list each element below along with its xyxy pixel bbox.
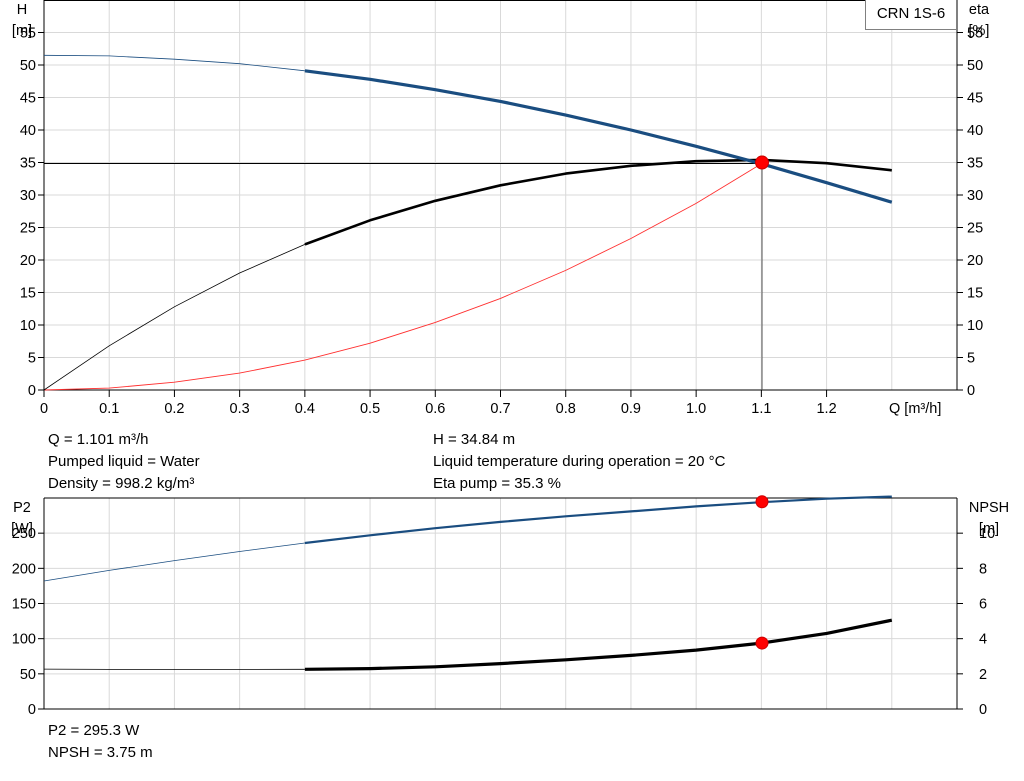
efficiency-curve-bold <box>304 158 892 246</box>
top-right-tick-label: 15 <box>967 286 983 302</box>
x-tick-label: 0.2 <box>164 401 184 417</box>
bottom-right-tick-label: 8 <box>979 561 987 577</box>
x-axis-label: Q [m³/h] <box>889 401 941 417</box>
top-left-tick-label: 10 <box>20 318 36 334</box>
top-right-tick-label: 55 <box>967 26 983 42</box>
x-tick-label: 1.0 <box>686 401 706 417</box>
top-right-tick-label: 10 <box>967 318 983 334</box>
top-left-tick-label: 25 <box>20 221 36 237</box>
bottom-left-tick-label: 50 <box>20 667 36 683</box>
head-value: H = 34.84 m <box>433 431 516 448</box>
p2-value: P2 = 295.3 W <box>48 722 140 739</box>
x-tick-label: 0.7 <box>490 401 510 417</box>
top-plot-grid <box>44 0 957 390</box>
x-tick-label: 0.4 <box>295 401 315 417</box>
x-tick-label: 0 <box>40 401 48 417</box>
npsh-operating-point-marker <box>755 636 769 650</box>
top-left-tick-label: 5 <box>28 351 36 367</box>
top-right-tick-label: 35 <box>967 156 983 172</box>
top-left-tick-label: 30 <box>20 188 36 204</box>
top-left-tick-label: 15 <box>20 286 36 302</box>
bottom-right-tick-label: 2 <box>979 667 987 683</box>
top-left-tick-label: 40 <box>20 123 36 139</box>
x-tick-label: 1.2 <box>816 401 836 417</box>
x-tick-label: 1.1 <box>751 401 771 417</box>
top-left-axis-label-line2: [m] <box>12 23 32 39</box>
p2-curve-thin <box>43 542 305 582</box>
bottom-plot-ticks: 0 50 100 150 200 250 0 2 4 6 8 10 <box>12 526 995 718</box>
duty-point-right: H = 34.84 m Liquid temperature during op… <box>433 429 725 495</box>
bottom-left-tick-label: 250 <box>12 526 36 542</box>
head-curve-bold <box>304 69 893 204</box>
efficiency-curve-thin <box>43 244 306 391</box>
top-left-axis-label-line1: H <box>17 2 27 18</box>
bottom-right-tick-label: 4 <box>979 632 987 648</box>
top-right-tick-label: 50 <box>967 58 983 74</box>
bottom-left-axis-label-line2: [W] <box>11 521 33 537</box>
bottom-left-tick-label: 200 <box>12 561 36 577</box>
top-plot-curves <box>43 54 893 391</box>
top-left-tick-label: 35 <box>20 156 36 172</box>
top-left-tick-label: 0 <box>28 383 36 399</box>
bottom-right-axis-label-line1: NPSH <box>969 500 1009 516</box>
top-right-tick-label: 30 <box>967 188 983 204</box>
x-tick-label: 0.6 <box>425 401 445 417</box>
npsh-curve-bold <box>304 618 893 671</box>
x-tick-label: 0.1 <box>99 401 119 417</box>
bottom-right-tick-label: 0 <box>979 702 987 718</box>
pumped-liquid: Pumped liquid = Water <box>48 453 200 470</box>
top-right-tick-label: 40 <box>967 123 983 139</box>
bottom-right-tick-label: 6 <box>979 597 987 613</box>
head-curve-thin <box>43 54 305 72</box>
top-right-tick-label: 5 <box>967 351 975 367</box>
p2-curve-bold <box>304 495 892 545</box>
bottom-left-tick-label: 0 <box>28 702 36 718</box>
pump-model-badge: CRN 1S-6 <box>865 0 957 30</box>
top-right-tick-label: 20 <box>967 253 983 269</box>
bottom-right-axis-label-line2: [m] <box>979 521 999 537</box>
x-tick-label: 0.8 <box>556 401 576 417</box>
top-right-tick-label: 0 <box>967 383 975 399</box>
bottom-left-axis-label-line1: P2 <box>13 500 31 516</box>
top-left-tick-label: 20 <box>20 253 36 269</box>
p2-operating-point-marker <box>755 495 769 509</box>
top-left-tick-label: 50 <box>20 58 36 74</box>
head-operating-point-marker <box>755 155 770 170</box>
eta-pump-value: Eta pump = 35.3 % <box>433 475 561 492</box>
bottom-plot-grid <box>44 498 957 709</box>
npsh-value: NPSH = 3.75 m <box>48 744 153 761</box>
flow-value: Q = 1.101 m³/h <box>48 431 149 448</box>
top-right-tick-label: 45 <box>967 91 983 107</box>
density-value: Density = 998.2 kg/m³ <box>48 475 195 492</box>
x-tick-label: 0.3 <box>230 401 250 417</box>
top-right-axis-label-line2: [%] <box>969 23 990 39</box>
duty-point-left: Q = 1.101 m³/h Pumped liquid = Water Den… <box>48 429 200 495</box>
liquid-temperature: Liquid temperature during operation = 20… <box>433 453 726 470</box>
x-tick-label: 0.5 <box>360 401 380 417</box>
bottom-right-tick-label: 10 <box>979 526 995 542</box>
bottom-plot-curves <box>43 495 893 671</box>
bottom-left-tick-label: 150 <box>12 597 36 613</box>
top-right-tick-label: 25 <box>967 221 983 237</box>
top-left-tick-label: 55 <box>20 26 36 42</box>
x-tick-label: 0.9 <box>621 401 641 417</box>
bottom-left-tick-label: 100 <box>12 632 36 648</box>
top-right-axis-label-line1: eta <box>969 2 990 18</box>
top-left-tick-label: 45 <box>20 91 36 107</box>
system-curve <box>43 163 762 391</box>
power-point: P2 = 295.3 W NPSH = 3.75 m <box>48 720 153 764</box>
